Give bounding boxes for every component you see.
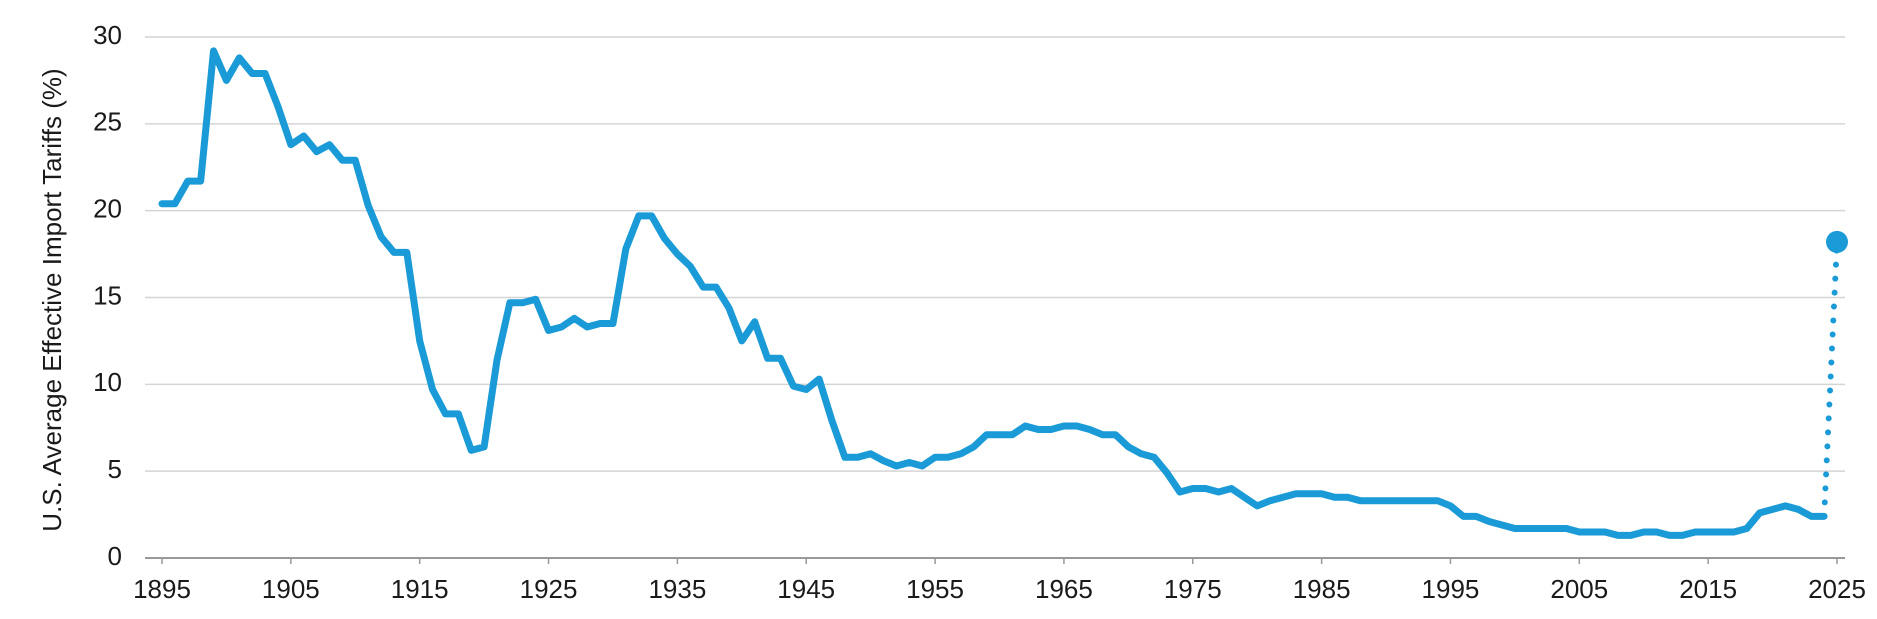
x-tick-label: 2025 (1808, 574, 1866, 604)
x-tick-label: 1985 (1293, 574, 1351, 604)
x-tick-label: 1955 (906, 574, 964, 604)
data-line (158, 47, 1828, 539)
projection-line (1821, 238, 1840, 520)
y-axis-title: U.S. Average Effective Import Tariffs (%… (37, 68, 67, 531)
x-tick-label: 1905 (262, 574, 320, 604)
x-tick-label: 1995 (1422, 574, 1480, 604)
x-tick-label: 1895 (133, 574, 191, 604)
y-tick-label: 10 (93, 367, 122, 397)
y-tick-label: 30 (93, 20, 122, 50)
projection-point (1826, 230, 1848, 253)
x-tick-label: 1965 (1035, 574, 1093, 604)
x-tick-label: 1945 (777, 574, 835, 604)
y-tick-label: 20 (93, 194, 122, 224)
x-tick-label: 1975 (1164, 574, 1222, 604)
y-tick-label: 5 (108, 454, 122, 484)
y-tick-label: 15 (93, 280, 122, 310)
y-tick-label: 25 (93, 107, 122, 137)
x-tick-label: 1935 (648, 574, 706, 604)
x-tick-label: 2015 (1679, 574, 1737, 604)
x-tick-label: 1915 (391, 574, 449, 604)
y-tick-label: 0 (108, 541, 122, 571)
x-tick-label: 1925 (520, 574, 578, 604)
x-tick-label: 2005 (1550, 574, 1608, 604)
